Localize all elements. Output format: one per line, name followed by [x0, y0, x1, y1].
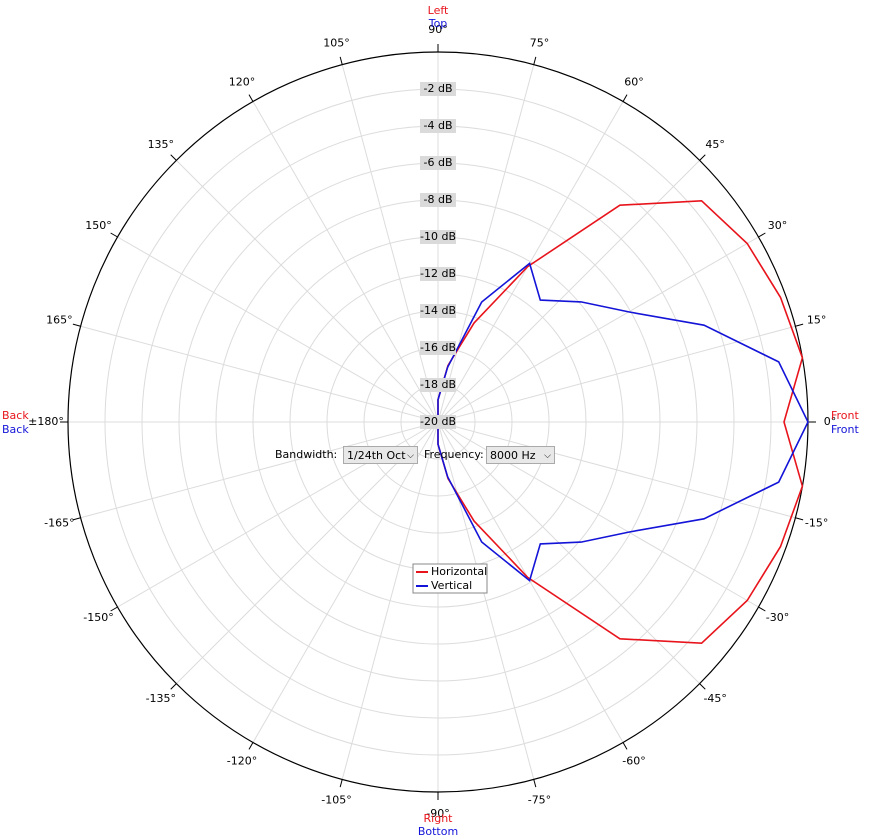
- r-tick-label: -2 dB: [424, 82, 453, 95]
- angle-tick: [72, 323, 81, 327]
- angle-tick: [795, 323, 804, 327]
- r-label-bg: [420, 378, 456, 392]
- angle-tick: [699, 154, 706, 161]
- angle-tick: [622, 94, 628, 102]
- r-tick-label: -16 dB: [420, 341, 456, 354]
- angle-tick-label: 30°: [768, 219, 788, 232]
- frequency-select[interactable]: 8000 Hz ⌵: [486, 446, 555, 464]
- angle-tick-label: 0°: [824, 415, 837, 428]
- angle-tick: [699, 683, 706, 690]
- angle-tick-label: -135°: [146, 692, 176, 705]
- angle-tick-label: -165°: [44, 516, 74, 529]
- legend-label: Horizontal: [431, 565, 487, 578]
- r-tick-label: -20 dB: [420, 415, 456, 428]
- angle-tick: [339, 56, 343, 65]
- r-tick-label: -18 dB: [420, 378, 456, 391]
- angle-tick: [72, 517, 81, 521]
- r-label-bg: [420, 341, 456, 355]
- angle-tick-label: 15°: [807, 314, 827, 327]
- angle-tick: [758, 606, 766, 612]
- angle-tick-label: 45°: [705, 138, 725, 151]
- angle-tick-label: 75°: [530, 36, 550, 49]
- direction-label: Back: [2, 423, 29, 436]
- angle-tick: [170, 683, 177, 690]
- angle-tick-label: -105°: [321, 794, 351, 807]
- angle-tick-label: ±180°: [28, 415, 64, 428]
- r-label-bg: [420, 119, 456, 133]
- r-tick-label: -6 dB: [424, 156, 453, 169]
- r-tick-label: -10 dB: [420, 230, 456, 243]
- angle-tick-label: -45°: [703, 692, 726, 705]
- legend-label: Vertical: [431, 579, 472, 592]
- series-line: [437, 262, 809, 582]
- bandwidth-label: Bandwidth:: [275, 448, 338, 461]
- angle-tick-label: 165°: [46, 314, 73, 327]
- dropdown-arrow: ⌵: [544, 451, 551, 461]
- legend-box: [412, 563, 488, 594]
- angle-tick: [110, 606, 118, 612]
- angle-tick: [795, 517, 804, 521]
- angle-tick: [110, 232, 118, 238]
- angle-tick-label: -150°: [83, 611, 113, 624]
- direction-label: Bottom: [418, 825, 458, 838]
- angle-tick-label: -15°: [805, 516, 828, 529]
- direction-label: Front: [831, 409, 860, 422]
- r-label-bg: [420, 156, 456, 170]
- angle-tick-label: 135°: [148, 138, 175, 151]
- angle-tick-label: 60°: [624, 76, 644, 89]
- r-label-bg: [420, 415, 456, 429]
- r-tick-label: -14 dB: [420, 304, 456, 317]
- angle-tick-label: -90°: [426, 807, 449, 820]
- angle-tick-label: 120°: [229, 76, 256, 89]
- direction-label: Front: [831, 423, 860, 436]
- angle-tick: [339, 779, 343, 788]
- angle-tick-label: 150°: [85, 219, 112, 232]
- angle-tick-label: -120°: [227, 754, 257, 767]
- r-label-bg: [420, 267, 456, 281]
- series-line: [437, 199, 804, 645]
- direction-label: Top: [428, 17, 448, 30]
- r-tick-label: -12 dB: [420, 267, 456, 280]
- angle-tick-label: 105°: [323, 36, 350, 49]
- frequency-label: Frequency:: [424, 448, 484, 461]
- r-label-bg: [420, 230, 456, 244]
- r-label-bg: [420, 193, 456, 207]
- angle-tick: [248, 742, 254, 750]
- r-label-bg: [420, 82, 456, 96]
- r-label-bg: [420, 304, 456, 318]
- angle-tick-label: 90°: [428, 23, 448, 36]
- direction-label: Right: [424, 812, 454, 825]
- bandwidth-select[interactable]: 1/24th Oct ⌵: [343, 446, 418, 464]
- angle-tick-label: -60°: [622, 754, 645, 767]
- angle-tick-label: -75°: [528, 794, 551, 807]
- angle-tick: [248, 94, 254, 102]
- angle-tick-label: -30°: [766, 611, 789, 624]
- bandwidth-value: 1/24th Oct: [347, 449, 406, 462]
- angle-tick: [533, 56, 537, 65]
- frequency-value: 8000 Hz: [490, 449, 536, 462]
- angle-tick: [622, 742, 628, 750]
- angle-tick: [533, 779, 537, 788]
- dropdown-arrow: ⌵: [407, 451, 414, 461]
- direction-label: Back: [2, 409, 29, 422]
- direction-label: Left: [428, 4, 449, 17]
- angle-tick: [170, 154, 177, 161]
- r-tick-label: -4 dB: [424, 119, 453, 132]
- angle-tick: [758, 232, 766, 238]
- r-tick-label: -8 dB: [424, 193, 453, 206]
